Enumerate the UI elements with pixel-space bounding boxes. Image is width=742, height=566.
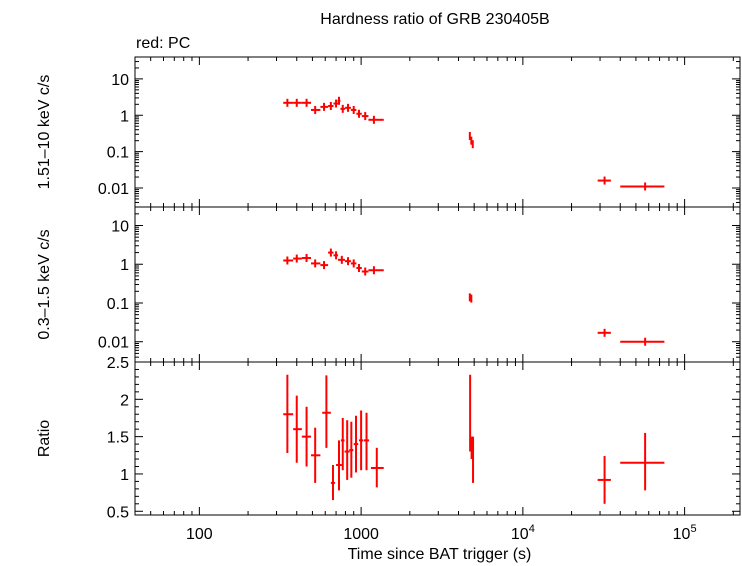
y-tick-label: 1	[120, 257, 129, 274]
data-point	[293, 395, 302, 463]
panel-hard_band: 0.01 0.1 1 10 1.51–10 keV c/s	[36, 56, 741, 208]
data-point	[620, 432, 665, 491]
data-point	[322, 375, 331, 448]
data-point	[353, 415, 359, 473]
y-tick-label: 0.1	[107, 296, 129, 313]
x-axis-label: Time since BAT trigger (s)	[348, 546, 532, 563]
data-point	[283, 256, 294, 265]
data-point	[469, 374, 472, 452]
y-tick-label: 1	[120, 467, 129, 484]
data-point	[356, 109, 362, 118]
data-point	[311, 427, 321, 483]
y-tick-label: 2.5	[107, 355, 129, 372]
data-point	[293, 254, 302, 263]
y-tick-label: 0.01	[98, 181, 129, 198]
data-point	[597, 456, 611, 504]
data-point	[328, 101, 334, 110]
y-tick-label: 1	[120, 108, 129, 125]
data-point	[349, 421, 354, 478]
data-point	[330, 464, 336, 501]
y-tick-label: 0.1	[107, 145, 129, 162]
data-point	[597, 328, 611, 337]
y-ticks	[135, 56, 740, 208]
y-axis-label: 1.51–10 keV c/s	[36, 75, 53, 190]
data-point	[471, 140, 474, 149]
data-point	[336, 440, 342, 491]
data-point	[340, 104, 345, 113]
data-point	[293, 98, 302, 107]
y-ticks	[135, 361, 740, 512]
data-point	[368, 266, 384, 275]
data-point	[333, 99, 339, 108]
y-ticks	[135, 206, 740, 363]
plot-frame	[134, 56, 741, 208]
data-point	[344, 257, 351, 266]
data-point	[361, 267, 369, 276]
data-point	[283, 98, 294, 107]
plot-frame	[134, 206, 741, 363]
y-tick-label: 10	[111, 218, 129, 235]
plot-frame	[134, 361, 741, 516]
x-ticks	[134, 362, 734, 515]
data-point	[620, 337, 665, 346]
x-tick-label: 1000	[343, 526, 379, 543]
y-tick-label: 0.01	[98, 335, 129, 352]
chart-title: Hardness ratio of GRB 230405B	[320, 11, 549, 28]
data-point	[301, 253, 312, 262]
data-point	[472, 436, 475, 483]
legend-note: red: PC	[136, 35, 190, 52]
data-point	[470, 294, 473, 303]
y-tick-label: 0.5	[107, 504, 129, 521]
data-point	[337, 96, 341, 105]
data-point	[301, 98, 312, 107]
data-point	[338, 255, 345, 264]
x-ticks	[134, 57, 734, 207]
x-tick-label: 105	[673, 523, 697, 543]
data-point	[320, 261, 329, 270]
data-point	[311, 259, 321, 268]
data-point	[620, 182, 665, 191]
data-point	[344, 103, 351, 112]
data-point	[333, 251, 339, 260]
data-point	[356, 263, 362, 272]
data-point	[283, 374, 294, 454]
panel-soft_band: 0.01 0.1 1 10 0.3–1.5 keV c/s	[36, 206, 741, 363]
x-tick-label: 104	[511, 523, 535, 543]
y-tick-label: 1.5	[107, 430, 129, 447]
y-tick-label: 2	[120, 392, 129, 409]
data-point	[597, 176, 611, 185]
data-point	[363, 412, 370, 471]
data-point	[320, 102, 329, 111]
x-ticks	[134, 207, 734, 362]
data-series	[283, 374, 665, 504]
data-point	[358, 410, 364, 471]
data-point	[350, 105, 357, 114]
data-point	[340, 417, 345, 471]
data-point	[328, 248, 334, 257]
y-axis-label: Ratio	[36, 420, 53, 457]
data-point	[370, 447, 384, 488]
data-point	[470, 436, 473, 460]
data-point	[361, 112, 369, 121]
data-point	[350, 259, 357, 268]
data-point	[368, 115, 384, 124]
data-point	[344, 420, 350, 480]
y-axis-label: 0.3–1.5 keV c/s	[36, 229, 53, 339]
panel-ratio: 0.5 1 1.5 2 2.5 Ratio 100 1000 104 105 Time since …	[36, 355, 741, 563]
data-point	[311, 105, 321, 114]
y-tick-label: 10	[111, 72, 129, 89]
x-tick-label: 100	[186, 526, 213, 543]
data-point	[468, 131, 471, 140]
data-series	[283, 248, 665, 346]
data-point	[301, 406, 312, 467]
data-series	[283, 96, 665, 191]
